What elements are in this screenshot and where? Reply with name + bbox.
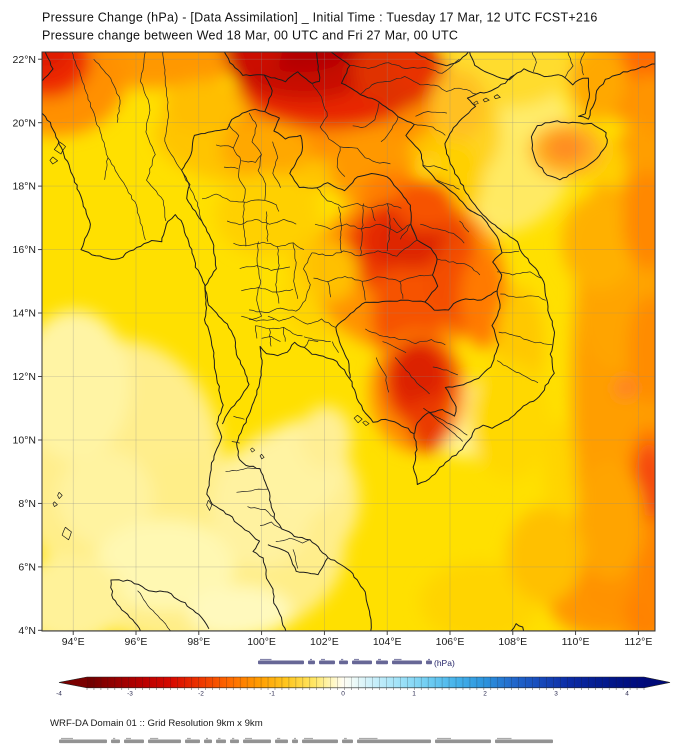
svg-text:4°N: 4°N [18,625,36,637]
svg-text:10°N: 10°N [13,435,36,447]
svg-text:-3: -3 [127,691,133,698]
svg-text:106°E: 106°E [436,636,465,648]
svg-text:100°E: 100°E [247,636,276,648]
svg-text:112°E: 112°E [624,636,652,648]
svg-text:-4: -4 [56,691,62,698]
svg-text:WRF-DA Domain 01 :: Grid Resol: WRF-DA Domain 01 :: Grid Resolution 9km … [50,718,263,729]
svg-text:-2: -2 [198,691,204,698]
svg-text:0: 0 [341,691,345,698]
svg-text:Pressure change between Wed 18: Pressure change between Wed 18 Mar, 00 U… [42,29,458,43]
svg-text:96°E: 96°E [125,636,148,648]
svg-text:14°N: 14°N [13,308,36,320]
svg-text:20°N: 20°N [13,117,36,129]
svg-text:3: 3 [554,691,558,698]
svg-text:4: 4 [625,691,629,698]
svg-text:98°E: 98°E [187,636,210,648]
svg-text:8°N: 8°N [18,498,36,510]
svg-text:104°E: 104°E [373,636,402,648]
svg-text:110°E: 110°E [562,636,590,648]
svg-text:18°N: 18°N [13,181,36,193]
svg-text:16°N: 16°N [13,244,36,256]
svg-text:6°N: 6°N [18,562,36,574]
svg-text:102°E: 102°E [310,636,339,648]
svg-text:12°N: 12°N [13,371,36,383]
svg-text:1: 1 [412,691,416,698]
svg-text:-1: -1 [269,691,275,698]
svg-text:2: 2 [483,691,487,698]
svg-text:Pressure Change (hPa) - [Data: Pressure Change (hPa) - [Data Assimilati… [42,11,598,25]
svg-text:94°E: 94°E [62,636,85,648]
svg-text:108°E: 108°E [498,636,527,648]
svg-text:(hPa): (hPa) [434,658,455,668]
svg-text:22°N: 22°N [13,54,36,66]
